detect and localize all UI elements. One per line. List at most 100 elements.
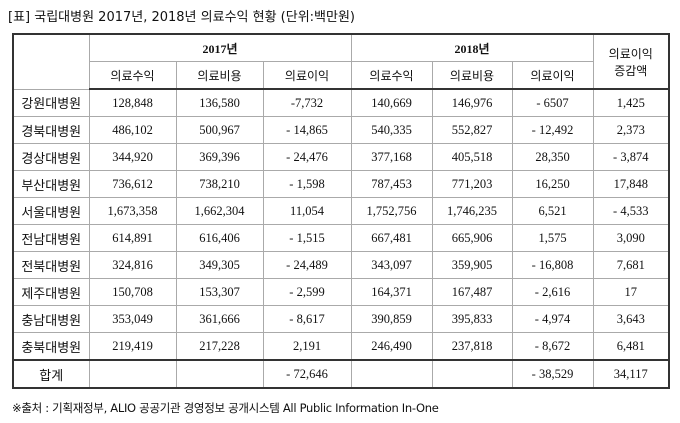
cell: 390,859 [350,305,433,333]
table-row: 전남대병원 614,891 616,406- 1,515 667,481 665,906… [12,224,670,252]
cell: 1,425 [592,88,670,117]
column-header: 의료이익 [511,61,594,90]
cell: 377,168 [350,143,433,171]
source: ※출처 : 기획재정부, ALIO 공공기관 경영정보 공개시스템 All Pu… [12,401,439,415]
cell: - 8,672 [511,332,594,361]
change-line: 의료이익 [608,46,653,61]
row-name: 전북대병원 [12,251,90,279]
row-name: 합계 [12,359,90,389]
cell: 7,681 [592,251,670,279]
row-name: 전남대병원 [12,224,90,252]
cell: 353,049 [88,305,177,333]
cell: - 14,865 [262,116,352,144]
cell: 361,666 [175,305,264,333]
row-name: 경북대병원 [12,116,90,144]
year-header: 2017년 [88,33,352,62]
column-header: 의료비용 [431,61,513,90]
cell: 738,210 [175,170,264,198]
cell: 140,669 [350,88,433,117]
cell: - 24,476 [262,143,352,171]
cell: 552,827 [431,116,513,144]
cell: - 3,874 [592,143,670,171]
cell: 349,305 [175,251,264,279]
cell: 219,419 [88,332,177,361]
cell: - 6507 [511,88,594,117]
cell: - 12,492 [511,116,594,144]
table-row: 강원대병원 128,848 136,580 -7,732 140,669 146,976-… [12,88,670,117]
cell: - 72,646 [262,359,352,389]
cell: 28,350 [511,143,594,171]
cell: 146,976 [431,88,513,117]
cell: 359,905 [431,251,513,279]
cell: 246,490 [350,332,433,361]
cell: 150,708 [88,278,177,306]
row-name: 서울대병원 [12,197,90,225]
row-name: 충남대병원 [12,305,90,333]
cell: - 2,599 [262,278,352,306]
cell: 369,396 [175,143,264,171]
column-header: 의료수익 [350,61,433,90]
cell: - 1,515 [262,224,352,252]
cell: 16,250 [511,170,594,198]
table-row: 합계 - 72,646 - 38,529 34,117 [12,359,670,389]
cell: - 16,808 [511,251,594,279]
cell: 6,521 [511,197,594,225]
cell: 395,833 [431,305,513,333]
empty-cell [350,359,433,389]
header-row: 2017년 2018년 의료이익 증감액 [12,33,670,90]
row-name: 부산대병원 [12,170,90,198]
cell: 217,228 [175,332,264,361]
table-row: 경상대병원 344,920 369,396- 24,476 377,168 405,51… [12,143,670,171]
corner [12,33,90,90]
row-name: 제주대병원 [12,278,90,306]
table-row: 제주대병원 150,708 153,307- 2,599 164,371 167,487… [12,278,670,306]
cell: 17 [592,278,670,306]
cell: 17,848 [592,170,670,198]
cell: 167,487 [431,278,513,306]
table: 2017년 2018년 의료이익 증감액 의료수익 의료비용 의료이익 의료수익 의료비용… [12,33,670,389]
cell: 344,920 [88,143,177,171]
cell: 11,054 [262,197,352,225]
cell: 128,848 [88,88,177,117]
cell: 540,335 [350,116,433,144]
cell: 2,373 [592,116,670,144]
cell: 405,518 [431,143,513,171]
cell: 237,818 [431,332,513,361]
cell: 34,117 [592,359,670,389]
cell: 153,307 [175,278,264,306]
cell: 787,453 [350,170,433,198]
cell: 614,891 [88,224,177,252]
cell: - 4,533 [592,197,670,225]
cell: 665,906 [431,224,513,252]
column-header: 의료비용 [175,61,264,90]
cell: 1,662,304 [175,197,264,225]
cell: - 8,617 [262,305,352,333]
cell: 616,406 [175,224,264,252]
table-row: 충남대병원 353,049 361,666- 8,617 390,859 395,833… [12,305,670,333]
cell: 1,673,358 [88,197,177,225]
cell: - 1,598 [262,170,352,198]
cell: 6,481 [592,332,670,361]
row-name: 경상대병원 [12,143,90,171]
cell: 2,191 [262,332,352,361]
cell: 667,481 [350,224,433,252]
cell: 771,203 [431,170,513,198]
cell: - 2,616 [511,278,594,306]
empty-cell [88,359,177,389]
table-row: 전북대병원 324,816 349,305- 24,489 343,097 359,90… [12,251,670,279]
change-line: 증감액 [614,63,648,78]
cell: 3,643 [592,305,670,333]
cell: 1,746,235 [431,197,513,225]
cell: - 24,489 [262,251,352,279]
cell: 164,371 [350,278,433,306]
cell: - 4,974 [511,305,594,333]
cell: 136,580 [175,88,264,117]
cell: 1,575 [511,224,594,252]
row-name: 강원대병원 [12,88,90,117]
empty-cell [175,359,264,389]
table-row: 충북대병원 219,419 217,228 2,191 246,490 237,818- … [12,332,670,361]
cell: 343,097 [350,251,433,279]
cell: 1,752,756 [350,197,433,225]
